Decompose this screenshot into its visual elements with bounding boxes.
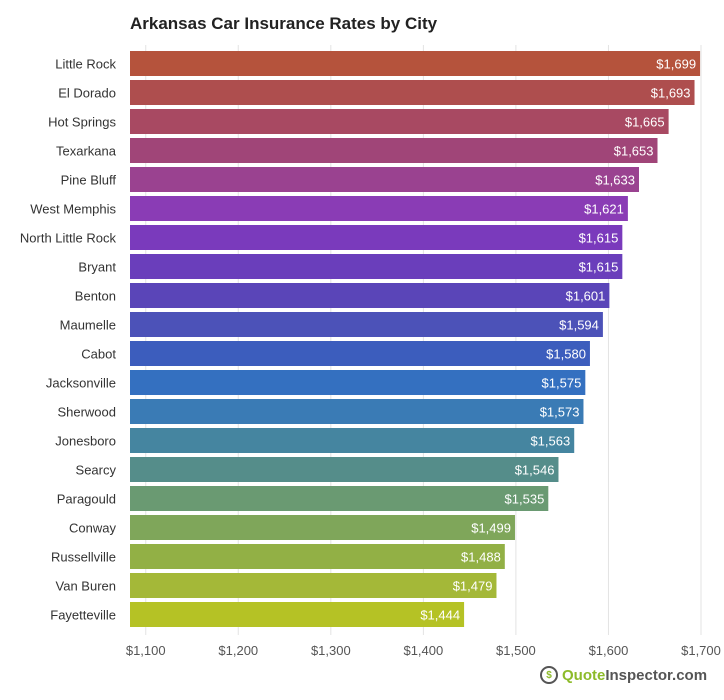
bar — [130, 515, 515, 540]
bar — [130, 602, 465, 627]
bar — [130, 196, 628, 221]
category-label: Maumelle — [60, 318, 116, 333]
logo-part1: Quote — [562, 666, 606, 684]
bar — [130, 109, 669, 134]
data-label: $1,535 — [505, 492, 545, 507]
category-label: Sherwood — [57, 405, 116, 420]
category-label: Little Rock — [55, 57, 116, 72]
bar — [130, 573, 497, 598]
x-tick-label: $1,300 — [311, 643, 351, 658]
bar — [130, 80, 695, 105]
category-label: Cabot — [81, 347, 116, 362]
category-label: Searcy — [76, 463, 117, 478]
chart-title: Arkansas Car Insurance Rates by City — [130, 14, 438, 33]
data-label: $1,633 — [595, 173, 635, 188]
bar — [130, 283, 610, 308]
category-label: Texarkana — [56, 144, 117, 159]
data-label: $1,699 — [656, 57, 696, 72]
category-label: Hot Springs — [48, 115, 116, 130]
bar — [130, 341, 590, 366]
bar — [130, 167, 639, 192]
x-tick-label: $1,100 — [126, 643, 166, 658]
bar — [130, 254, 623, 279]
data-label: $1,594 — [559, 318, 599, 333]
bar — [130, 312, 603, 337]
x-tick-label: $1,400 — [403, 643, 443, 658]
data-label: $1,693 — [651, 86, 691, 101]
bar — [130, 457, 559, 482]
category-label: Van Buren — [56, 579, 116, 594]
category-label: Russellville — [51, 550, 116, 565]
data-label: $1,601 — [566, 289, 606, 304]
x-tick-label: $1,200 — [218, 643, 258, 658]
logo-part2: Inspector.com — [605, 666, 708, 684]
data-label: $1,621 — [584, 202, 624, 217]
category-label: Pine Bluff — [61, 173, 117, 188]
data-label: $1,563 — [530, 434, 570, 449]
category-label: North Little Rock — [20, 231, 117, 246]
data-label: $1,573 — [540, 405, 580, 420]
category-label: Jacksonville — [46, 376, 116, 391]
category-label: Paragould — [57, 492, 116, 507]
category-label: El Dorado — [58, 86, 116, 101]
data-label: $1,615 — [579, 231, 619, 246]
data-label: $1,479 — [453, 579, 493, 594]
x-tick-label: $1,600 — [589, 643, 629, 658]
category-label: Benton — [75, 289, 116, 304]
bar — [130, 138, 658, 163]
bar — [130, 51, 701, 76]
x-tick-label: $1,500 — [496, 643, 536, 658]
category-label: Bryant — [78, 260, 116, 275]
category-label: Fayetteville — [50, 608, 116, 623]
data-label: $1,444 — [420, 608, 460, 623]
data-label: $1,488 — [461, 550, 501, 565]
category-label: West Memphis — [30, 202, 116, 217]
bar — [130, 486, 549, 511]
category-label: Conway — [69, 521, 116, 536]
bar — [130, 428, 575, 453]
data-label: $1,546 — [515, 463, 555, 478]
data-label: $1,615 — [579, 260, 619, 275]
quoteinspector-logo: $ Quote Inspector.com — [540, 666, 707, 684]
category-label: Jonesboro — [55, 434, 116, 449]
bar — [130, 225, 623, 250]
dollar-magnifier-icon: $ — [540, 666, 558, 684]
data-label: $1,499 — [471, 521, 511, 536]
data-label: $1,653 — [614, 144, 654, 159]
bar — [130, 544, 505, 569]
x-tick-label: $1,700 — [681, 643, 721, 658]
data-label: $1,580 — [546, 347, 586, 362]
data-label: $1,575 — [542, 376, 582, 391]
bar — [130, 370, 586, 395]
data-label: $1,665 — [625, 115, 665, 130]
bar — [130, 399, 584, 424]
